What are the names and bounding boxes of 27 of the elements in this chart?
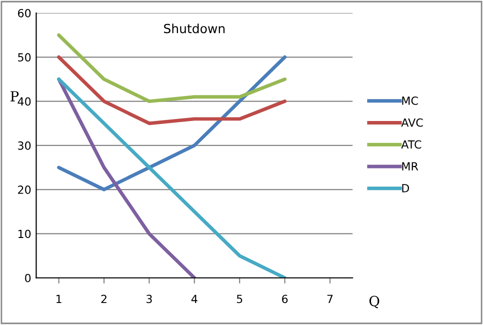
y-tick-label: 40 <box>18 97 31 106</box>
y-tick-label: 20 <box>18 186 31 194</box>
line-series <box>57 77 287 278</box>
x-tick-label: 1 <box>56 294 62 303</box>
legend-label: ATC <box>401 140 422 149</box>
x-tick-label: 4 <box>191 294 198 303</box>
legend-label: AVC <box>401 118 423 127</box>
x-axis-title: Q <box>369 296 380 308</box>
x-tick-label: 5 <box>236 294 242 304</box>
y-tick-label: 10 <box>18 230 31 238</box>
y-axis-title: P <box>10 91 19 102</box>
x-tick-label: 7 <box>327 294 333 303</box>
line-series <box>57 55 287 126</box>
x-tick-label: 6 <box>282 294 288 304</box>
legend-label: D <box>402 184 410 192</box>
line-series <box>57 55 287 192</box>
y-tick-label: 50 <box>18 53 31 62</box>
legend-label: MR <box>402 162 418 170</box>
line-series <box>57 33 287 104</box>
x-tick-label: 2 <box>101 294 106 303</box>
y-tick-label: 30 <box>18 141 31 150</box>
y-tick-label: 0 <box>25 274 31 282</box>
text: Shutdown <box>164 24 225 34</box>
x-tick-label: 3 <box>146 294 152 304</box>
line-series <box>57 77 196 278</box>
legend-label: MC <box>402 96 418 105</box>
y-tick-label: 60 <box>18 8 31 18</box>
